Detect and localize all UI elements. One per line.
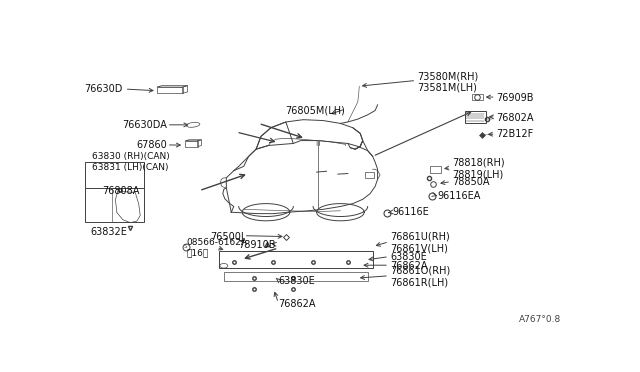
Text: 76862A: 76862A	[390, 261, 428, 271]
Bar	[365, 171, 374, 178]
Text: 76808A: 76808A	[102, 186, 140, 196]
Text: 63830 (RH)(CAN)
63831 (LH)(CAN): 63830 (RH)(CAN) 63831 (LH)(CAN)	[92, 153, 170, 172]
Text: 96116E: 96116E	[392, 207, 429, 217]
Text: 76500J: 76500J	[210, 231, 244, 241]
Text: 72B12F: 72B12F	[497, 129, 534, 139]
Text: 76909B: 76909B	[497, 93, 534, 103]
Text: 76630D: 76630D	[84, 84, 122, 94]
Text: 76861O(RH)
76861R(LH): 76861O(RH) 76861R(LH)	[390, 266, 451, 288]
Text: 73580M(RH)
73581M(LH): 73580M(RH) 73581M(LH)	[417, 71, 479, 93]
Text: 96116EA: 96116EA	[437, 191, 481, 201]
Text: 78910B: 78910B	[239, 240, 276, 250]
Bar	[465, 110, 486, 122]
Text: 76862A: 76862A	[278, 299, 316, 309]
Text: 63830E: 63830E	[278, 276, 315, 286]
Bar	[429, 166, 440, 173]
Text: 78818(RH)
78819(LH): 78818(RH) 78819(LH)	[452, 158, 504, 179]
Text: 76802A: 76802A	[497, 113, 534, 123]
Bar	[219, 251, 372, 268]
Bar	[224, 272, 368, 281]
Text: A767°0.8: A767°0.8	[519, 315, 561, 324]
Text: 63830E: 63830E	[390, 252, 427, 262]
Bar	[157, 87, 182, 93]
Bar	[472, 94, 483, 100]
Bar	[185, 141, 198, 147]
Text: 08566-6162A
（16）: 08566-6162A （16）	[187, 238, 248, 258]
Text: 76861U(RH)
76861V(LH): 76861U(RH) 76861V(LH)	[390, 231, 450, 253]
Text: 76805M(LH): 76805M(LH)	[285, 106, 346, 116]
Text: S: S	[184, 244, 188, 249]
Text: 67860: 67860	[136, 140, 167, 150]
Bar	[85, 162, 145, 222]
Text: 78850A: 78850A	[452, 177, 490, 187]
Text: 76630DA: 76630DA	[122, 120, 167, 130]
Text: 63832E: 63832E	[90, 227, 127, 237]
